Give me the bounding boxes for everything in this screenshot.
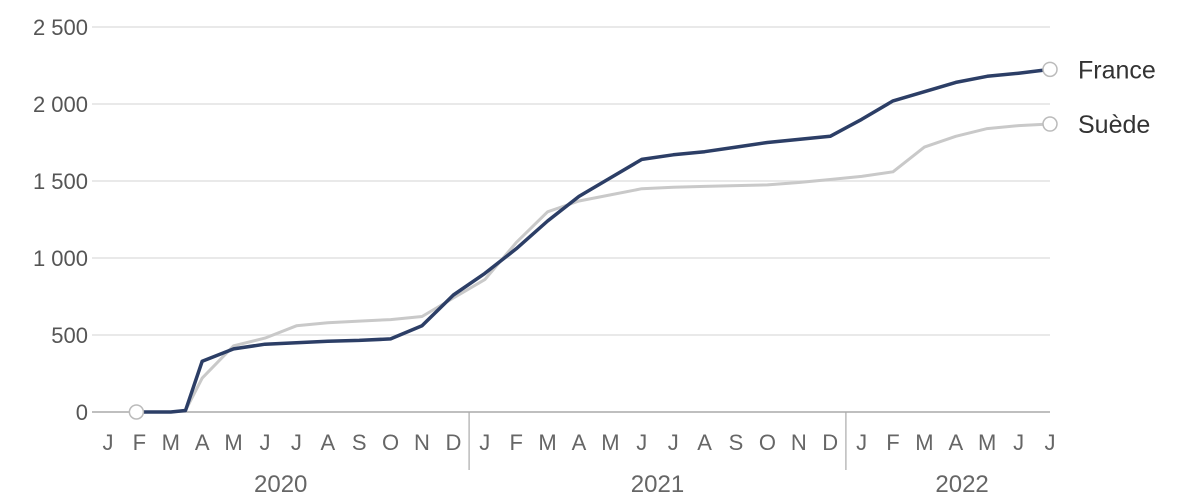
x-tick-label: M: [224, 430, 242, 455]
x-tick-label: F: [886, 430, 899, 455]
x-tick-label: A: [572, 430, 587, 455]
x-tick-label: A: [320, 430, 335, 455]
france-label: France: [1078, 56, 1156, 84]
y-axis-ticks: 0 500 1 000 1 500 2 000 2 500: [33, 15, 88, 425]
suede-label: Suède: [1078, 111, 1150, 139]
x-tick-label: A: [697, 430, 712, 455]
x-tick-label: J: [636, 430, 647, 455]
x-tick-label: J: [291, 430, 302, 455]
x-tick-label: D: [822, 430, 838, 455]
x-tick-label: N: [414, 430, 430, 455]
y-tick-label: 0: [76, 400, 88, 425]
x-tick-label: M: [978, 430, 996, 455]
year-label: 2021: [631, 471, 684, 498]
x-tick-label: M: [601, 430, 619, 455]
x-tick-label: S: [352, 430, 367, 455]
suede-end-marker: [1042, 116, 1058, 132]
x-tick-label: O: [759, 430, 776, 455]
x-tick-label: J: [668, 430, 679, 455]
x-tick-label: N: [791, 430, 807, 455]
x-tick-label: F: [133, 430, 146, 455]
x-tick-label: J: [1013, 430, 1024, 455]
x-tick-label: J: [1045, 430, 1056, 455]
x-tick-label: J: [479, 430, 490, 455]
x-tick-label: O: [382, 430, 399, 455]
x-tick-label: M: [538, 430, 556, 455]
x-tick-label: J: [103, 430, 114, 455]
france-line: [137, 67, 1052, 414]
start-marker: [128, 404, 145, 420]
x-tick-label: J: [260, 430, 271, 455]
x-tick-label: A: [195, 430, 210, 455]
x-tick-label: A: [948, 430, 963, 455]
series-labels: Suède France: [1078, 56, 1156, 139]
year-label: 2022: [935, 471, 988, 498]
x-axis-years: 2020 2021 2022: [254, 471, 989, 498]
x-tick-label: M: [162, 430, 180, 455]
y-tick-label: 500: [51, 323, 88, 348]
x-tick-label: S: [729, 430, 744, 455]
x-axis: [92, 411, 1050, 470]
x-tick-label: M: [915, 430, 933, 455]
x-tick-label: F: [509, 430, 522, 455]
x-tick-label: D: [445, 430, 461, 455]
y-tick-label: 1 000: [33, 246, 88, 271]
grid-lines: [92, 26, 1050, 336]
year-label: 2020: [254, 471, 307, 498]
x-tick-label: J: [856, 430, 867, 455]
y-tick-label: 1 500: [33, 169, 88, 194]
series-lines: [128, 61, 1058, 420]
y-tick-label: 2 000: [33, 92, 88, 117]
suede-line: [137, 122, 1052, 414]
y-tick-label: 2 500: [33, 15, 88, 40]
france-end-marker: [1042, 61, 1058, 78]
